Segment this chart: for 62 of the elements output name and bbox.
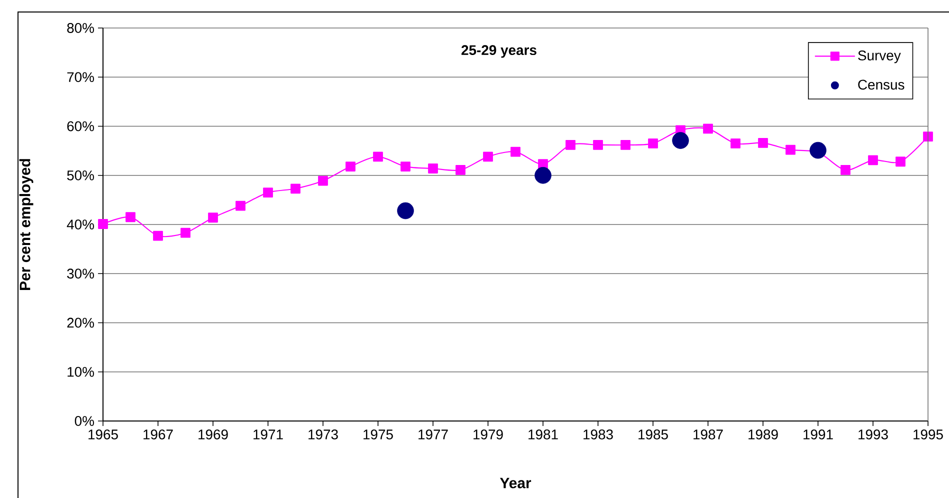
- x-tick-label: 1995: [914, 430, 943, 440]
- y-tick-label: 20%: [67, 318, 94, 328]
- y-tick-label: 80%: [67, 23, 94, 33]
- y-tick-label: 30%: [67, 268, 94, 279]
- y-tick-label: 10%: [68, 366, 94, 377]
- point: [208, 212, 218, 223]
- x-tick-label: 1969: [198, 430, 228, 440]
- text: 25-29 years: [461, 45, 536, 58]
- x-tick-label: 1981: [528, 430, 558, 440]
- x-tick-label: 1971: [254, 430, 283, 440]
- point: [648, 138, 658, 148]
- point: [840, 165, 850, 175]
- point: [703, 124, 713, 134]
- x-tick-label: 1989: [748, 430, 778, 440]
- y-tick-label: 70%: [67, 72, 94, 82]
- point: [373, 152, 383, 162]
- point: [290, 184, 300, 194]
- point: [397, 202, 414, 220]
- point: [180, 228, 190, 238]
- point: [483, 152, 493, 162]
- x-tick-label: 1987: [694, 430, 723, 440]
- legend-label: Census: [858, 80, 904, 90]
- point: [620, 140, 630, 150]
- y-axis-title: Per cent employed: [19, 159, 34, 290]
- point: [810, 142, 826, 159]
- point: [896, 156, 906, 167]
- y-tick-label: 50%: [67, 170, 94, 180]
- y-tick-label: 40%: [66, 220, 94, 230]
- x-tick-label: 1985: [638, 430, 668, 440]
- point: [456, 165, 466, 175]
- point: [923, 132, 933, 142]
- x-tick-label: 1983: [584, 430, 613, 440]
- x-tick-label: 1991: [804, 430, 833, 440]
- point: [98, 219, 108, 229]
- point: [510, 146, 520, 157]
- point: [786, 144, 796, 155]
- point: [263, 188, 273, 198]
- point: [318, 176, 328, 186]
- point: [428, 164, 438, 174]
- legend-label: Survey: [858, 50, 901, 64]
- x-tick-label: 1993: [858, 430, 888, 440]
- point: [758, 138, 768, 148]
- point: [236, 200, 246, 211]
- y-tick-label: 60%: [67, 121, 94, 132]
- x-tick-label: 1973: [308, 430, 338, 440]
- x-axis-title: Year: [500, 478, 532, 488]
- x-tick-label: 1965: [88, 430, 118, 440]
- point: [153, 230, 163, 241]
- point: [400, 162, 410, 172]
- point: [730, 138, 740, 148]
- x-tick-label: 1977: [418, 430, 448, 440]
- point: [534, 166, 552, 184]
- point: [346, 162, 356, 172]
- point: [868, 155, 878, 166]
- y-tick-label: 0%: [74, 416, 94, 426]
- x-tick-label: 1967: [144, 430, 173, 440]
- point: [126, 212, 136, 222]
- point: [593, 140, 603, 150]
- x-tick-label: 1975: [364, 430, 393, 440]
- point: [566, 140, 576, 150]
- point: [672, 132, 689, 149]
- x-tick-label: 1979: [474, 430, 503, 440]
